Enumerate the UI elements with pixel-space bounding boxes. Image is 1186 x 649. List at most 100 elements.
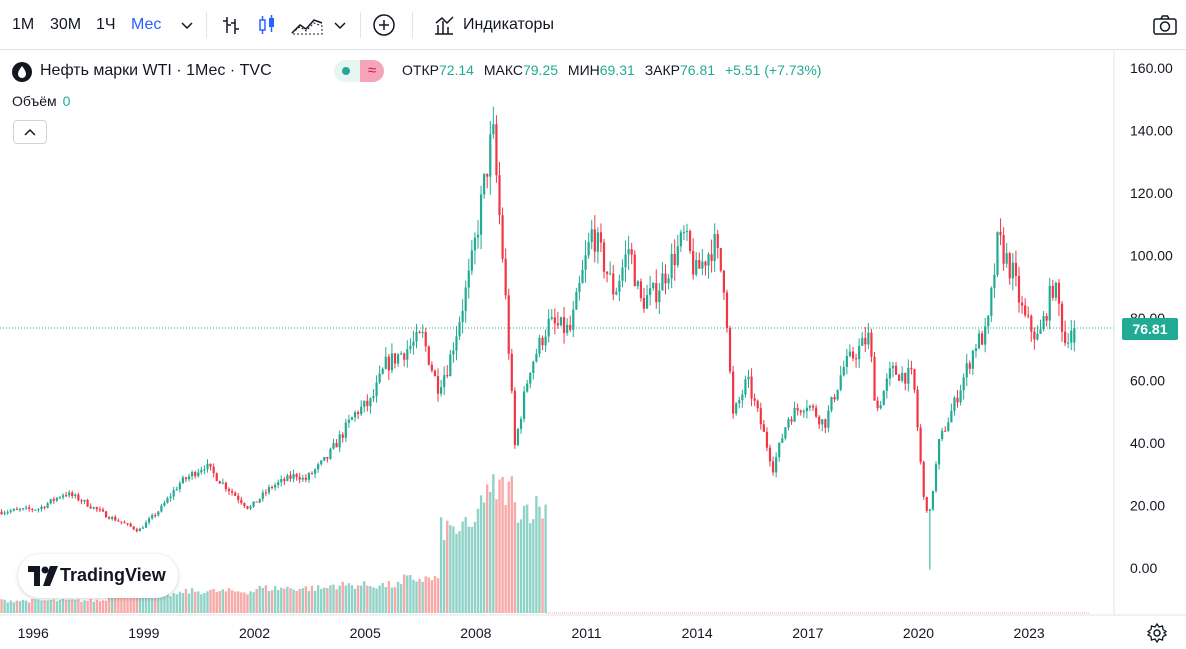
volume-bar — [316, 585, 320, 613]
candle-body — [187, 476, 191, 480]
indicators-button[interactable]: Индикаторы — [463, 16, 554, 33]
volume-bar — [276, 589, 280, 613]
chevron-down-icon[interactable] — [328, 13, 352, 37]
volume-bar — [144, 594, 148, 613]
candle-body — [722, 270, 726, 293]
candle-body — [910, 367, 913, 370]
bar-chart-icon[interactable] — [219, 13, 243, 37]
candle-body — [501, 215, 504, 259]
candle-body — [864, 337, 867, 345]
volume-bar — [396, 581, 400, 613]
volume-bar — [442, 540, 446, 613]
volume-bar — [92, 601, 95, 613]
candle-body — [1039, 329, 1042, 334]
add-compare-icon[interactable] — [372, 13, 396, 37]
candle-body — [854, 358, 858, 360]
candle-body — [977, 333, 981, 349]
volume-bar — [486, 484, 489, 613]
candle-body — [572, 309, 575, 330]
tradingview-logo[interactable]: TradingView — [18, 554, 178, 598]
camera-icon[interactable] — [1152, 13, 1178, 37]
area-chart-icon[interactable] — [290, 13, 324, 37]
price-tick-label: 160.00 — [1130, 60, 1173, 76]
candle-body — [433, 370, 437, 377]
candle-body — [913, 369, 916, 390]
candle-body — [483, 173, 486, 195]
candle-body — [323, 457, 326, 461]
candle-body — [556, 323, 560, 326]
candle-body — [37, 509, 40, 511]
volume-bar — [412, 579, 415, 613]
interval-month[interactable]: Мес — [131, 16, 162, 33]
candle-body — [615, 291, 618, 295]
candlestick-icon[interactable] — [255, 13, 279, 37]
interval-30m[interactable]: 30М — [50, 16, 82, 33]
interval-1m[interactable]: 1М — [12, 16, 35, 33]
candle-body — [790, 419, 793, 422]
candle-body — [781, 438, 784, 443]
market-status-pill[interactable]: ≈ — [334, 60, 384, 82]
collapse-legend-button[interactable] — [13, 120, 47, 144]
volume-bar — [470, 526, 474, 613]
candle-body — [58, 497, 62, 499]
candle-body — [1067, 342, 1070, 344]
volume-bar — [227, 588, 231, 613]
volume-bar — [492, 474, 495, 613]
volume-bar — [273, 585, 277, 613]
candle-body — [851, 351, 855, 359]
candle-body — [959, 390, 962, 403]
volume-value: 0 — [62, 93, 71, 109]
candle-body — [775, 457, 778, 473]
candle-body — [326, 457, 329, 459]
candle-body — [937, 439, 941, 465]
chevron-down-icon[interactable] — [175, 13, 199, 37]
volume-bar — [129, 594, 132, 613]
symbol-title[interactable]: Нефть марки WTI · 1Мес · TVC — [40, 62, 272, 79]
volume-bar — [449, 525, 452, 613]
candle-body — [21, 508, 25, 510]
volume-bar — [332, 584, 335, 613]
candle-body — [888, 368, 891, 379]
settings-gear-icon[interactable] — [1146, 622, 1168, 644]
volume-bar — [135, 592, 138, 613]
time-axis[interactable]: 1996 1999 2002 2005 2008 2011 2014 2017 2020 2023 — [18, 625, 1045, 641]
volume-bar — [80, 602, 83, 613]
volume-bar — [258, 585, 261, 613]
candle-body — [295, 474, 298, 478]
candle-body — [652, 282, 655, 289]
volume-bar — [369, 586, 372, 613]
candle-body — [636, 281, 639, 287]
candle-body — [372, 396, 375, 399]
candle-body — [129, 523, 132, 527]
candle-body — [446, 375, 449, 377]
volume-bar — [381, 582, 384, 613]
candle-body — [701, 261, 704, 269]
volume-bar — [154, 592, 157, 613]
volume-bar — [529, 523, 532, 613]
candle-body — [765, 431, 769, 448]
price-chart[interactable]: 0.0020.0040.0060.0080.00100.00120.00140.… — [0, 50, 1186, 649]
candle-body — [396, 354, 400, 364]
candle-body — [713, 234, 716, 262]
candle-body — [258, 498, 261, 503]
candle-body — [962, 377, 965, 391]
interval-1h[interactable]: 1Ч — [96, 16, 116, 33]
candle-body — [86, 499, 89, 507]
candle-body — [1045, 315, 1048, 321]
close-label: ЗАКР — [644, 62, 680, 78]
volume-bar — [464, 517, 467, 613]
volume-bar — [298, 588, 301, 613]
candle-body — [101, 509, 105, 512]
candle-body — [292, 474, 295, 479]
volume-bar — [479, 495, 483, 613]
candle-body — [664, 273, 667, 284]
volume-bar — [535, 495, 538, 613]
candle-body — [473, 237, 477, 251]
volume-bar — [482, 502, 486, 613]
candle-body — [787, 419, 790, 428]
candle-body — [768, 447, 772, 462]
candle-body — [971, 350, 974, 369]
candle-body — [492, 124, 495, 135]
indicators-icon[interactable] — [432, 13, 456, 37]
volume-bar — [323, 587, 326, 613]
